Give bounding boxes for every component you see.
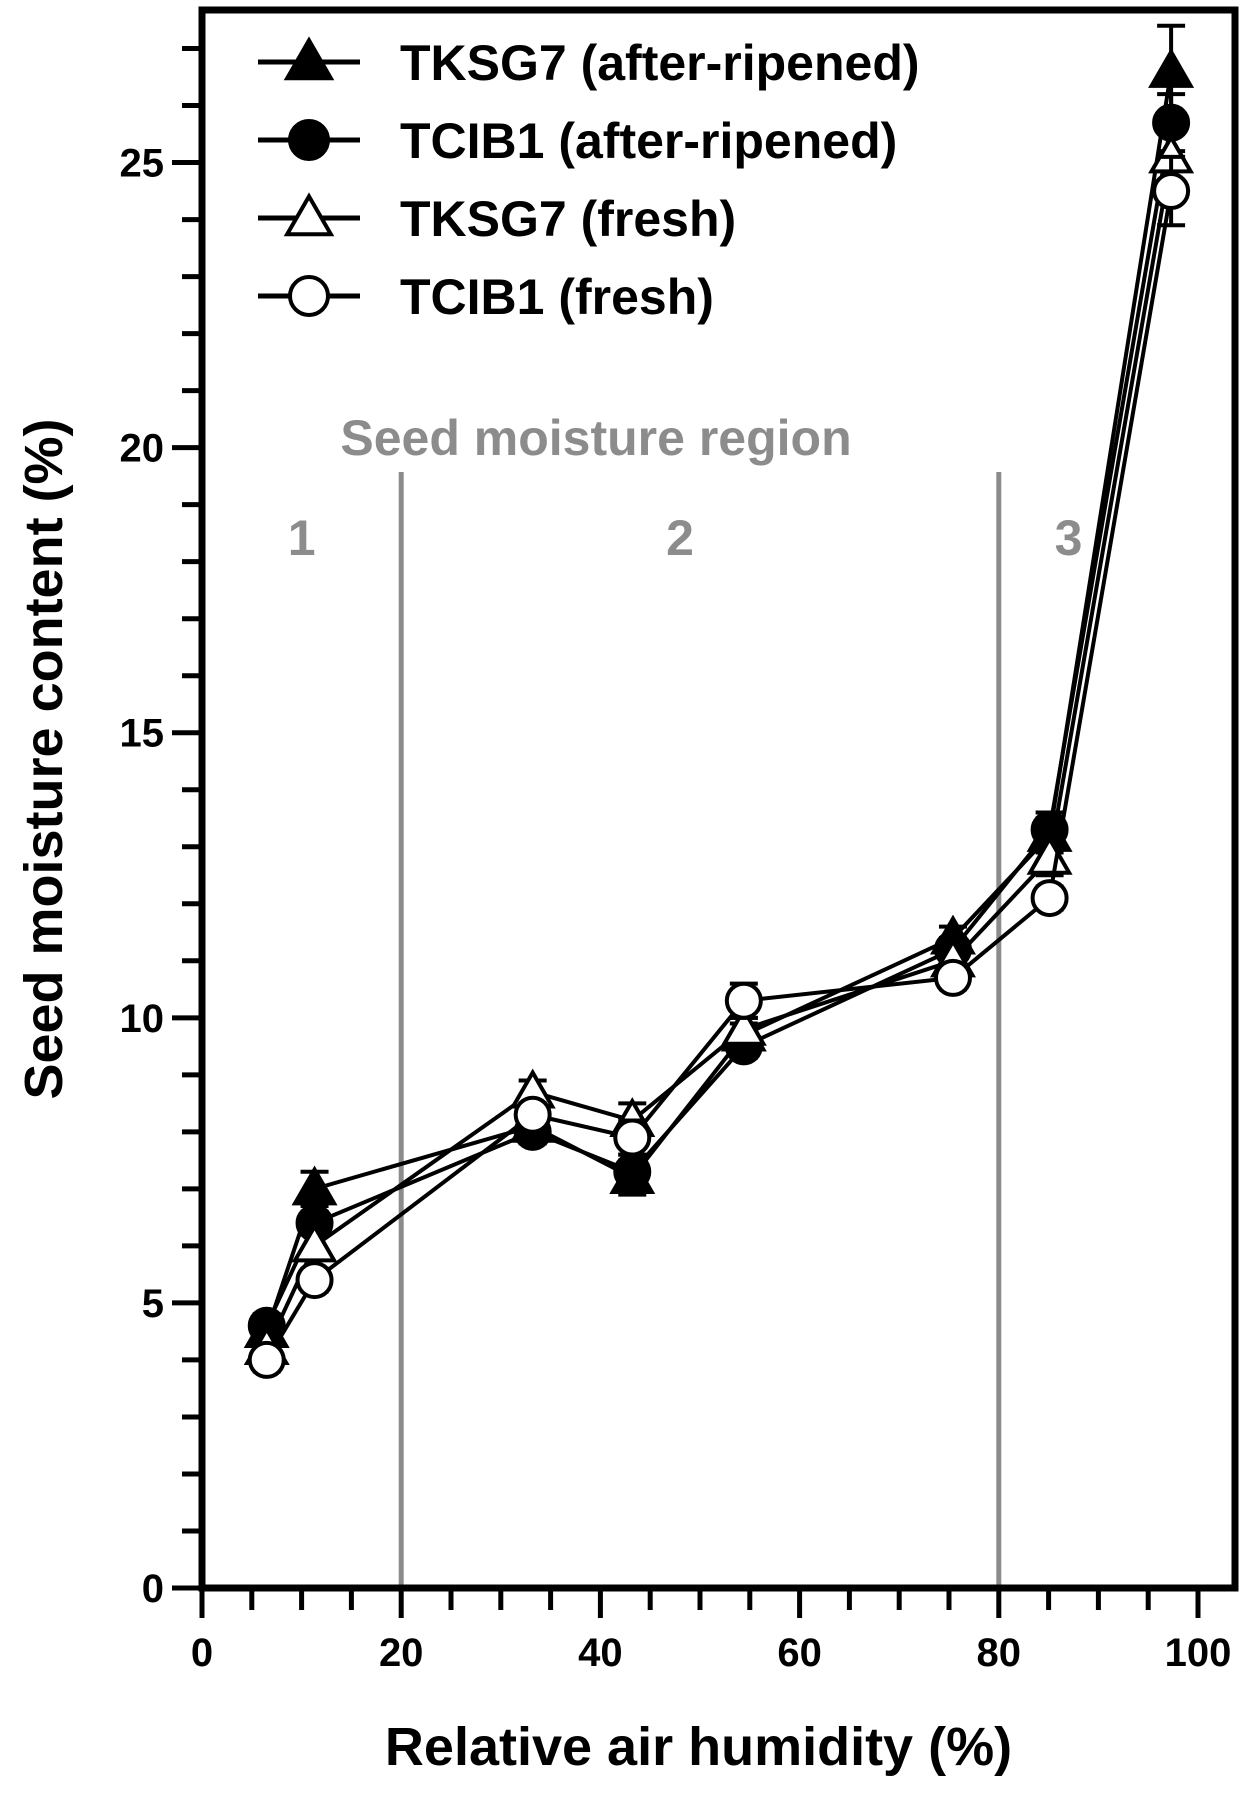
data-point [247, 1340, 286, 1379]
series-1 [247, 92, 1191, 1345]
legend-item: TKSG7 (fresh) [258, 191, 736, 247]
legend-marker [283, 192, 335, 237]
series-2 [243, 120, 1195, 1366]
legend-item: TCIB1 (fresh) [258, 269, 714, 325]
series-layer [243, 23, 1195, 1379]
y-tick-label: 20 [120, 427, 165, 471]
data-point [613, 1152, 652, 1191]
x-tick-label: 100 [1165, 1631, 1232, 1675]
y-tick-label: 25 [120, 142, 165, 186]
legend-label: TKSG7 (fresh) [400, 191, 736, 247]
data-point [1026, 834, 1073, 875]
data-point [291, 1222, 338, 1263]
y-tick-label: 15 [120, 712, 165, 756]
region-title: Seed moisture region [340, 410, 851, 466]
legend-marker [283, 36, 335, 81]
legend-marker [288, 275, 330, 317]
legend: TKSG7 (after-ripened) TCIB1 (after-ripene… [258, 35, 920, 325]
x-tick-label: 80 [977, 1631, 1022, 1675]
data-point [295, 1261, 334, 1300]
legend-label: TKSG7 (after-ripened) [400, 35, 920, 91]
data-point [513, 1095, 552, 1134]
x-tick-label: 20 [379, 1631, 424, 1675]
region-label: 1 [288, 510, 316, 566]
legend-marker [288, 119, 330, 161]
legend-label: TCIB1 (after-ripened) [400, 113, 897, 169]
x-tick-label: 40 [578, 1631, 623, 1675]
data-point [1152, 172, 1191, 211]
series-line [265, 190, 1174, 1361]
region-label: 3 [1055, 510, 1083, 566]
data-point [1148, 47, 1195, 88]
x-tick-label: 0 [191, 1631, 213, 1675]
legend-label: TCIB1 (fresh) [400, 269, 714, 325]
legend-item: TCIB1 (after-ripened) [258, 113, 897, 169]
x-tick-label: 60 [777, 1631, 822, 1675]
y-tick-label: 0 [142, 1567, 164, 1611]
series-line [264, 156, 1174, 1350]
data-point [613, 1118, 652, 1157]
data-point [291, 1165, 338, 1206]
plot-frame [198, 6, 1239, 1592]
data-point [724, 981, 763, 1020]
y-tick-label: 5 [142, 1282, 164, 1326]
region-label: 2 [666, 510, 694, 566]
y-axis-title: Seed moisture content (%) [14, 418, 74, 1099]
series-3 [247, 154, 1191, 1379]
series-line [264, 122, 1174, 1327]
y-tick-label: 10 [120, 997, 165, 1041]
x-axis-title: Relative air humidity (%) [385, 1717, 1012, 1777]
legend-item: TKSG7 (after-ripened) [258, 35, 920, 91]
region-annotation-layer: Seed moisture region 1 2 3 [288, 410, 1083, 1588]
data-point [933, 958, 972, 997]
data-point [720, 1005, 767, 1046]
data-point [1030, 879, 1069, 918]
axes-layer: 0 5 10 15 20 25 0 20 40 60 80 100 [120, 6, 1239, 1675]
